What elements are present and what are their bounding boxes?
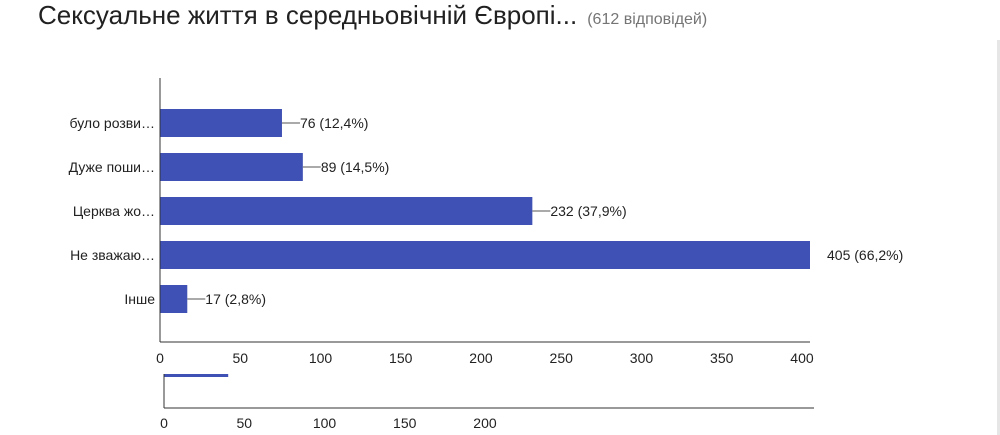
x-tick-label: 300 — [630, 350, 654, 366]
x-tick-label: 0 — [156, 350, 164, 366]
value-label: 76 (12,4%) — [300, 115, 368, 131]
value-label: 89 (14,5%) — [321, 159, 389, 175]
category-label: Дуже поши… — [69, 159, 155, 175]
bar — [160, 285, 188, 313]
x-tick-label: 350 — [710, 350, 734, 366]
x-tick-label: 400 — [790, 350, 814, 366]
chart-header: Сексуальне життя в середньовічній Європі… — [38, 0, 707, 40]
bar — [160, 153, 303, 181]
response-count: (612 відповідей) — [587, 11, 708, 28]
page-edge-divider — [997, 40, 1000, 435]
bars-layer: було розви… 76 (12,4%) Дуже поши… 89 (14,5%… — [69, 109, 903, 313]
category-label: Церква жо… — [73, 203, 155, 219]
range-tick-label: 150 — [393, 415, 417, 431]
bar — [160, 197, 533, 225]
category-label: Інше — [124, 291, 155, 307]
category-label: Не зважаю… — [70, 247, 155, 263]
value-label: 17 (2,8%) — [205, 291, 266, 307]
range-slider[interactable]: 0 50 100 150 200 — [160, 374, 814, 431]
x-tick-label: 100 — [309, 350, 333, 366]
range-tick-label: 0 — [160, 415, 168, 431]
range-selection-bar[interactable] — [164, 374, 229, 377]
axis-layer: 0 50 100 150 200 250 300 350 400 — [156, 78, 814, 366]
x-tick-label: 50 — [232, 350, 248, 366]
range-tick-label: 100 — [313, 415, 337, 431]
chart-title: Сексуальне життя в середньовічній Європі… — [38, 0, 578, 30]
bar — [160, 109, 282, 137]
x-tick-label: 150 — [389, 350, 413, 366]
range-tick-label: 200 — [473, 415, 497, 431]
x-tick-label: 250 — [550, 350, 574, 366]
value-label: 232 (37,9%) — [550, 203, 626, 219]
range-tick-label: 50 — [236, 415, 252, 431]
category-label: було розви… — [70, 115, 156, 131]
bar — [160, 241, 810, 269]
value-label: 405 (66,2%) — [827, 247, 903, 263]
x-tick-label: 200 — [469, 350, 493, 366]
